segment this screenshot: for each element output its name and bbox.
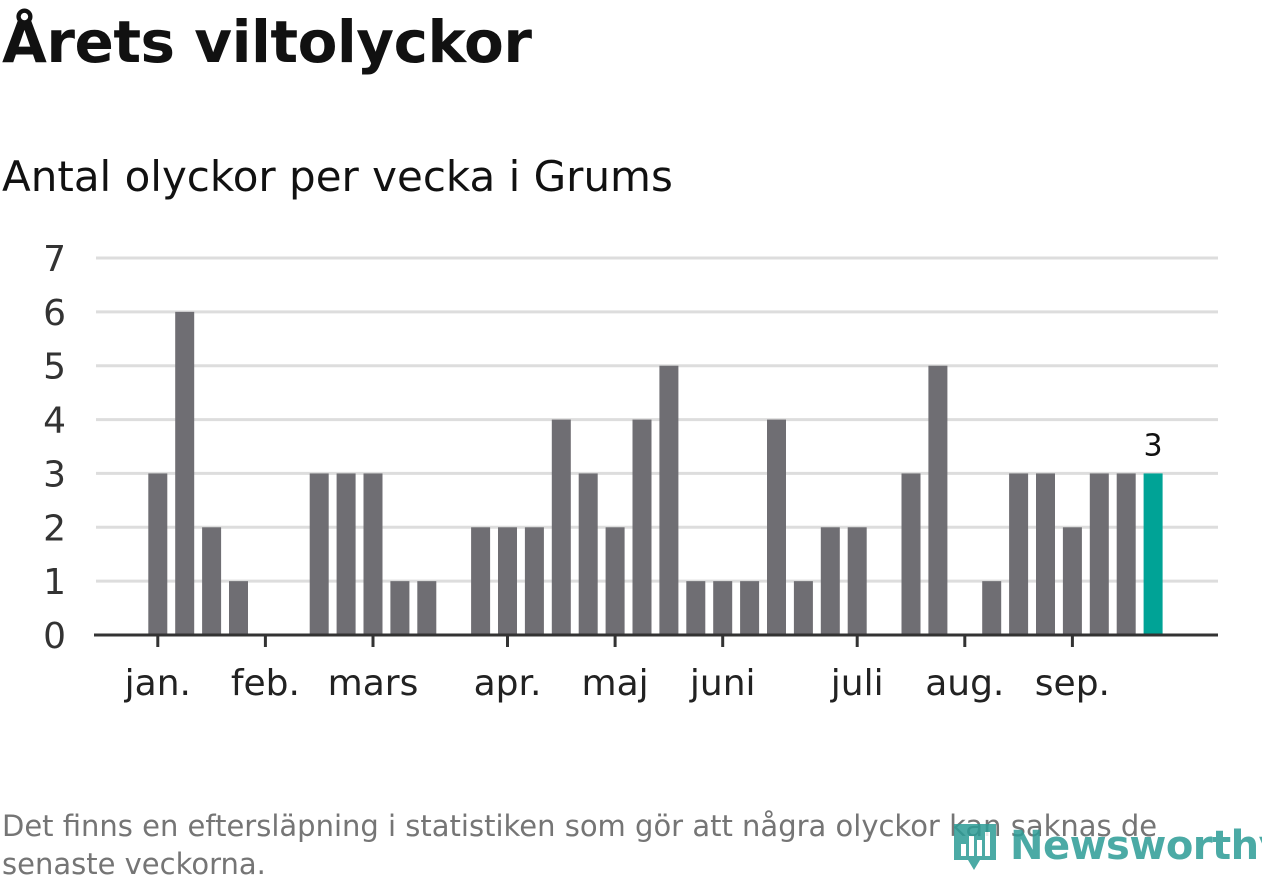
bar [1062,527,1082,635]
bar [417,581,437,635]
y-tick-label: 0 [43,616,66,657]
bar [229,581,248,635]
newsworthy-logo: Newsworthy [950,816,1262,876]
y-tick-label: 4 [43,401,66,442]
x-tick-label: sep. [1035,663,1110,704]
bar [713,581,733,635]
x-tick-label: feb. [231,663,300,704]
bar-latest-week [1143,473,1163,635]
x-tick-label: juni [689,663,756,704]
x-tick-label: apr. [474,663,542,704]
bar [363,473,383,635]
bar [1116,473,1136,635]
bar [1009,473,1029,635]
bar [202,527,222,635]
bar [793,581,813,635]
y-tick-label: 1 [43,562,66,603]
bar [928,365,948,635]
bar [498,527,517,635]
bar [605,527,625,635]
bar [901,473,921,635]
bar [982,581,1002,635]
bar [336,473,356,635]
x-tick-label: jan. [124,663,191,704]
bar [471,527,491,635]
bar [820,527,840,635]
newsworthy-logo-icon [954,824,996,870]
chart-title: Årets viltolyckor [2,8,532,76]
bar [524,527,544,635]
data-labels: 3 [1144,428,1163,463]
bar [309,473,329,635]
y-axis-ticks: 0 1 2 3 4 5 6 7 [43,239,66,657]
y-tick-label: 3 [43,454,66,495]
x-tick-label: maj [582,663,649,704]
bar [1089,473,1109,635]
bar [847,527,867,635]
bar [390,581,410,635]
bar [686,581,706,635]
x-axis-ticks: jan. feb. mars apr. maj juni juli aug. sep. [124,635,1110,704]
bar [148,473,168,635]
y-tick-label: 2 [43,508,66,549]
data-label: 3 [1144,428,1163,463]
x-tick-label: mars [328,663,419,704]
bar [1036,473,1055,635]
bar [767,419,786,635]
bar [632,419,652,635]
y-tick-label: 5 [43,347,66,388]
x-tick-label: juli [830,663,884,704]
bar [740,581,760,635]
chart-subtitle: Antal olyckor per vecka i Grums [2,152,673,201]
x-tick-label: aug. [925,663,1004,704]
bar [578,473,598,635]
gridlines [96,256,1218,583]
bar [659,365,679,635]
bars [148,311,1163,635]
bar [551,419,571,635]
bar-chart: 0 1 2 3 4 5 6 7 jan. feb. mars apr. maj juni juli aug.… [43,239,1218,704]
bar [175,311,195,635]
y-tick-label: 7 [43,239,66,280]
y-tick-label: 6 [43,293,66,334]
brand-name: Newsworthy [1010,823,1262,869]
